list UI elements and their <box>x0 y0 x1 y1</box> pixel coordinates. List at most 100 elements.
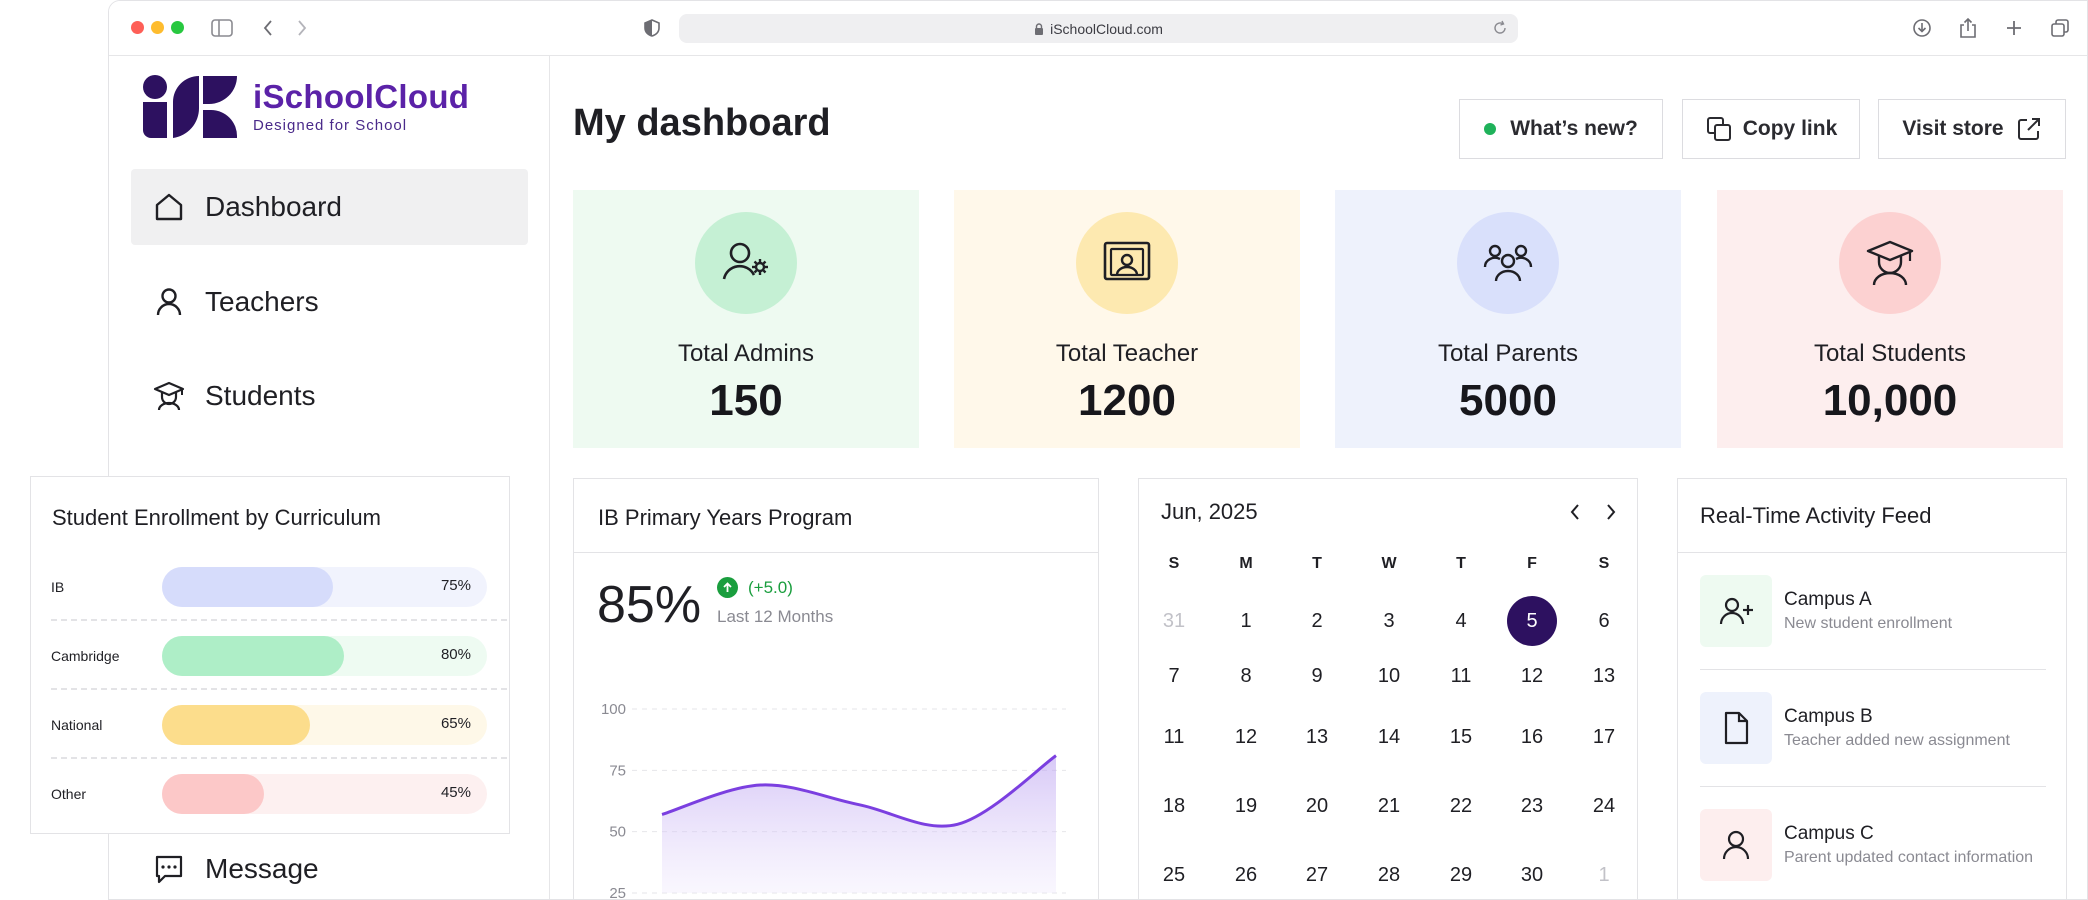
brand-name: iSchoolCloud <box>253 77 470 115</box>
shield-icon[interactable] <box>639 15 665 41</box>
sidebar-item-message[interactable]: Message <box>131 831 528 899</box>
calendar-day[interactable]: 27 <box>1305 863 1329 886</box>
download-icon[interactable] <box>1909 15 1935 41</box>
feed-item[interactable]: Campus A New student enrollment <box>1700 575 2050 647</box>
next-month-icon[interactable] <box>1599 499 1623 525</box>
calendar-day[interactable]: 11 <box>1163 725 1185 748</box>
copy-link-button[interactable]: Copy link <box>1682 99 1860 159</box>
divider <box>1700 786 2046 787</box>
progress-fill <box>162 774 265 814</box>
calendar-day[interactable]: 29 <box>1449 863 1473 886</box>
sidebar-item-label: Teachers <box>205 286 319 317</box>
enrollment-title: Student Enrollment by Curriculum <box>52 505 381 530</box>
calendar-day[interactable]: 26 <box>1234 863 1258 886</box>
reload-icon[interactable] <box>1492 20 1508 36</box>
feed-item-desc: Parent updated contact information <box>1784 849 2034 866</box>
calendar-day[interactable]: 1 <box>1240 609 1252 632</box>
calendar-day[interactable]: 22 <box>1449 794 1473 817</box>
calendar-day[interactable]: 19 <box>1234 794 1258 817</box>
dashed-divider <box>51 688 507 690</box>
close-window-button[interactable] <box>131 21 144 34</box>
calendar-day[interactable]: 28 <box>1377 863 1401 886</box>
minimize-window-button[interactable] <box>151 21 164 34</box>
sidebar-item-students[interactable]: Students <box>131 358 528 434</box>
progress-percent: 65% <box>440 715 471 732</box>
calendar-day[interactable]: 8 <box>1240 664 1252 687</box>
calendar-day[interactable]: 14 <box>1377 725 1401 748</box>
sidebar-toggle-icon[interactable] <box>209 15 235 41</box>
divider <box>574 552 1098 553</box>
weekday-header: S <box>1598 555 1610 572</box>
dashed-divider <box>51 619 507 621</box>
y-tick-label: 25 <box>609 885 626 900</box>
stat-card-students[interactable]: Total Students 10,000 <box>1717 190 2063 448</box>
tab-overview-icon[interactable] <box>2047 15 2073 41</box>
area-fill <box>662 755 1056 893</box>
calendar-day[interactable]: 31 <box>1162 609 1186 632</box>
curriculum-name: IB <box>51 579 65 595</box>
address-bar[interactable]: iSchoolCloud.com <box>679 14 1518 43</box>
enrollment-card: Student Enrollment by Curriculum IB 75% Ca… <box>30 476 510 834</box>
visit-store-button[interactable]: Visit store <box>1878 99 2066 159</box>
sidebar-item-teachers[interactable]: Teachers <box>131 264 528 340</box>
brand-tagline: Designed for School <box>253 116 408 134</box>
calendar-day[interactable]: 20 <box>1305 794 1329 817</box>
stat-card-parents[interactable]: Total Parents 5000 <box>1335 190 1681 448</box>
feed-item-title: Campus C <box>1784 823 1874 844</box>
progress-percent: 45% <box>440 784 471 801</box>
forward-icon[interactable] <box>289 15 315 41</box>
main-content: My dashboard What’s new? Copy link Visit… <box>551 56 2087 900</box>
maximize-window-button[interactable] <box>171 21 184 34</box>
calendar-day[interactable]: 30 <box>1520 863 1544 886</box>
calendar-day[interactable]: 2 <box>1311 609 1323 632</box>
visit-store-label: Visit store <box>1902 117 2004 140</box>
calendar-day[interactable]: 21 <box>1377 794 1401 817</box>
new-tab-icon[interactable] <box>2001 15 2027 41</box>
enrollment-row: National <box>51 703 487 747</box>
calendar-day[interactable]: 9 <box>1311 664 1323 687</box>
calendar-day[interactable]: 13 <box>1592 664 1616 687</box>
page-title: My dashboard <box>573 102 831 144</box>
sidebar-item-dashboard[interactable]: Dashboard <box>131 169 528 245</box>
whats-new-button[interactable]: What’s new? <box>1459 99 1663 159</box>
calendar-day[interactable]: 6 <box>1598 609 1610 632</box>
stat-card-teachers[interactable]: Total Teacher 1200 <box>954 190 1300 448</box>
brand-logo[interactable]: iSchoolCloud Designed for School <box>141 74 469 138</box>
progress-percent: 80% <box>440 646 471 663</box>
calendar-day[interactable]: 12 <box>1520 664 1544 687</box>
lock-icon <box>1034 22 1044 35</box>
feed-item-desc: Teacher added new assignment <box>1784 732 2010 749</box>
back-icon[interactable] <box>255 15 281 41</box>
stat-card-admins[interactable]: Total Admins 150 <box>573 190 919 448</box>
calendar-day[interactable]: 13 <box>1305 725 1329 748</box>
calendar-day[interactable]: 11 <box>1450 664 1472 687</box>
share-icon[interactable] <box>1955 15 1981 41</box>
calendar-day[interactable]: 24 <box>1592 794 1616 817</box>
enrollment-row: Other <box>51 772 487 816</box>
calendar-day[interactable]: 7 <box>1168 664 1180 687</box>
feed-item[interactable]: Campus C Parent updated contact informat… <box>1700 809 2050 881</box>
calendar-day[interactable]: 12 <box>1234 725 1258 748</box>
calendar-day[interactable]: 1 <box>1598 863 1610 886</box>
weekday-header: T <box>1456 555 1466 572</box>
copy-icon <box>1705 115 1733 143</box>
calendar-day[interactable]: 5 <box>1507 596 1557 646</box>
progress-fill <box>162 705 310 745</box>
calendar-day[interactable]: 15 <box>1449 725 1473 748</box>
calendar-day[interactable]: 25 <box>1162 863 1186 886</box>
student-cap-icon <box>1839 212 1941 314</box>
feed-item[interactable]: Campus B Teacher added new assignment <box>1700 692 2050 764</box>
calendar-day[interactable]: 23 <box>1520 794 1544 817</box>
calendar-day[interactable]: 16 <box>1520 725 1544 748</box>
sidebar-item-label: Students <box>205 380 316 411</box>
calendar-day[interactable]: 10 <box>1377 664 1401 687</box>
user-icon <box>151 284 187 320</box>
calendar-day[interactable]: 18 <box>1162 794 1186 817</box>
document-icon <box>1700 692 1772 764</box>
prev-month-icon[interactable] <box>1563 499 1587 525</box>
activity-feed-card: Real-Time Activity Feed Campus A New stu… <box>1677 478 2067 899</box>
calendar-day[interactable]: 4 <box>1455 609 1467 632</box>
calendar-day[interactable]: 3 <box>1383 609 1395 632</box>
calendar-day[interactable]: 17 <box>1592 725 1616 748</box>
home-icon <box>151 189 187 225</box>
